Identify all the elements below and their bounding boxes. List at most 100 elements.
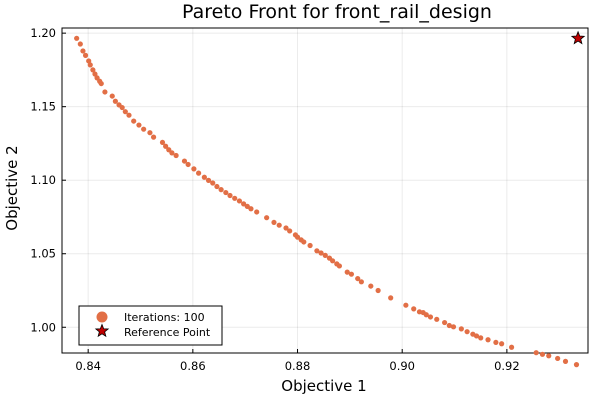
- pareto-point: [375, 287, 381, 294]
- pareto-point: [546, 353, 552, 359]
- pareto-point: [163, 143, 169, 149]
- legend: Iterations: 100 Reference Point: [78, 305, 223, 346]
- pareto-point: [555, 355, 561, 362]
- pareto-point: [86, 58, 92, 64]
- y-tick-label: 1.00: [30, 320, 56, 334]
- pareto-point: [458, 326, 464, 332]
- x-tick-label: 0.90: [389, 359, 415, 373]
- y-tick-label: 1.05: [30, 247, 56, 261]
- x-axis-label: Objective 1: [281, 377, 366, 395]
- pareto-point: [301, 239, 307, 245]
- pareto-point: [318, 250, 324, 256]
- reference-point-marker: [570, 30, 586, 45]
- pareto-point: [388, 295, 394, 301]
- pareto-point: [74, 35, 80, 41]
- pareto-point: [136, 122, 142, 128]
- pareto-point: [358, 279, 364, 285]
- data-points: [74, 30, 586, 368]
- pareto-point: [403, 302, 409, 308]
- pareto-point: [493, 339, 499, 346]
- pareto-point: [201, 174, 207, 180]
- pareto-point: [336, 263, 342, 269]
- pareto-point: [573, 362, 580, 368]
- pareto-point: [355, 275, 361, 282]
- pareto-point: [227, 192, 233, 199]
- y-tick-label: 1.10: [30, 173, 56, 187]
- pareto-point: [82, 52, 89, 58]
- pareto-point: [441, 319, 448, 326]
- x-tick-label: 0.92: [494, 359, 520, 373]
- pareto-point: [307, 242, 313, 249]
- pareto-point: [169, 150, 175, 156]
- pareto-point: [150, 134, 157, 140]
- pareto-point: [427, 314, 434, 320]
- pareto-point: [236, 198, 243, 204]
- pareto-point: [205, 177, 212, 183]
- plot-frame: [61, 27, 589, 354]
- pareto-point: [173, 152, 179, 159]
- pareto-point: [196, 170, 202, 176]
- pareto-point: [271, 219, 277, 226]
- pareto-point: [411, 306, 417, 312]
- pareto-point: [434, 316, 440, 322]
- pareto-point: [223, 189, 229, 196]
- pareto-point: [264, 215, 270, 221]
- pareto-point: [485, 337, 491, 343]
- chart-title: Pareto Front for front_rail_design: [182, 1, 492, 23]
- pareto-point: [214, 183, 220, 190]
- pareto-point: [294, 234, 301, 240]
- legend-label-reference-point: Reference Point: [124, 326, 211, 339]
- pareto-point: [80, 48, 86, 54]
- pareto-point: [464, 329, 470, 335]
- pareto-point: [126, 112, 132, 118]
- pareto-point: [147, 130, 153, 136]
- pareto-point: [131, 118, 137, 124]
- pareto-point: [254, 209, 260, 215]
- pareto-point: [90, 67, 96, 73]
- pareto-point: [92, 71, 98, 77]
- axis-ticks: 0.84 0.86 0.88 0.90 0.92 1.00 1.05 1.10 1.15 1.20: [30, 26, 519, 373]
- y-tick-label: 1.15: [30, 100, 56, 114]
- pareto-point: [248, 206, 254, 212]
- pareto-point: [499, 341, 505, 347]
- y-axis-label: Objective 2: [3, 145, 21, 230]
- legend-marker-reference-point: [94, 323, 110, 338]
- pareto-point: [314, 248, 320, 254]
- legend-marker-iterations: [96, 311, 108, 323]
- pareto-point: [533, 350, 539, 356]
- pareto-point: [473, 333, 480, 339]
- pareto-point: [122, 109, 128, 115]
- pareto-point: [210, 180, 216, 186]
- pareto-point: [322, 252, 328, 258]
- pareto-point: [181, 158, 188, 164]
- pareto-point: [450, 324, 457, 330]
- pareto-point: [141, 126, 147, 132]
- pareto-point: [119, 104, 125, 111]
- x-tick-label: 0.84: [75, 359, 101, 373]
- pareto-point: [102, 89, 108, 95]
- pareto-point: [232, 195, 238, 201]
- y-tick-label: 1.20: [30, 26, 56, 40]
- pareto-point: [276, 222, 282, 228]
- pareto-point: [87, 62, 93, 68]
- pareto-point: [423, 312, 429, 318]
- pareto-point: [539, 351, 546, 357]
- pareto-point: [112, 98, 118, 104]
- pareto-point: [191, 166, 197, 172]
- pareto-point: [446, 322, 452, 329]
- pareto-point: [508, 344, 515, 350]
- pareto-point: [218, 187, 224, 193]
- legend-label-iterations: Iterations: 100: [124, 311, 205, 324]
- pareto-point: [344, 269, 350, 275]
- pareto-point: [329, 258, 336, 264]
- pareto-point: [98, 80, 104, 87]
- grid-lines: [62, 28, 588, 353]
- pareto-point: [348, 271, 355, 277]
- pareto-point: [287, 228, 293, 234]
- pareto-point: [241, 201, 247, 207]
- pareto-point: [159, 139, 166, 146]
- pareto-point: [109, 93, 115, 99]
- pareto-point: [77, 41, 83, 47]
- pareto-point: [478, 335, 484, 341]
